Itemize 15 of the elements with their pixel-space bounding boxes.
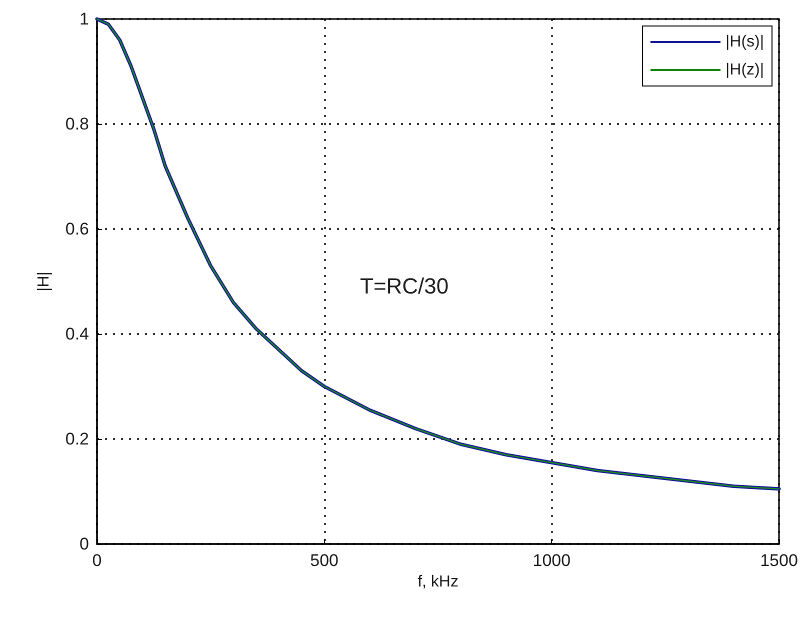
x-axis-title: f, kHz [418,574,458,590]
y-tick-label: 0 [80,534,89,554]
y-tick-label: 1 [80,10,89,28]
x-tick-label: 0 [92,551,102,570]
legend-label: |H(z)| [725,62,764,78]
y-tick-label: 0.6 [65,220,89,238]
annotation: T=RC/30 [360,274,449,298]
legend-label: |H(s)| [725,34,764,50]
x-tick-label: 500 [310,551,339,570]
y-tick-label: 0.2 [65,430,89,448]
x-tick-label: 1000 [532,551,571,570]
y-tick-label: 0.8 [65,114,89,134]
y-tick-label: 0.4 [65,324,89,344]
x-tick-label: 1500 [760,551,798,570]
y-axis-title: |H| [36,272,52,292]
